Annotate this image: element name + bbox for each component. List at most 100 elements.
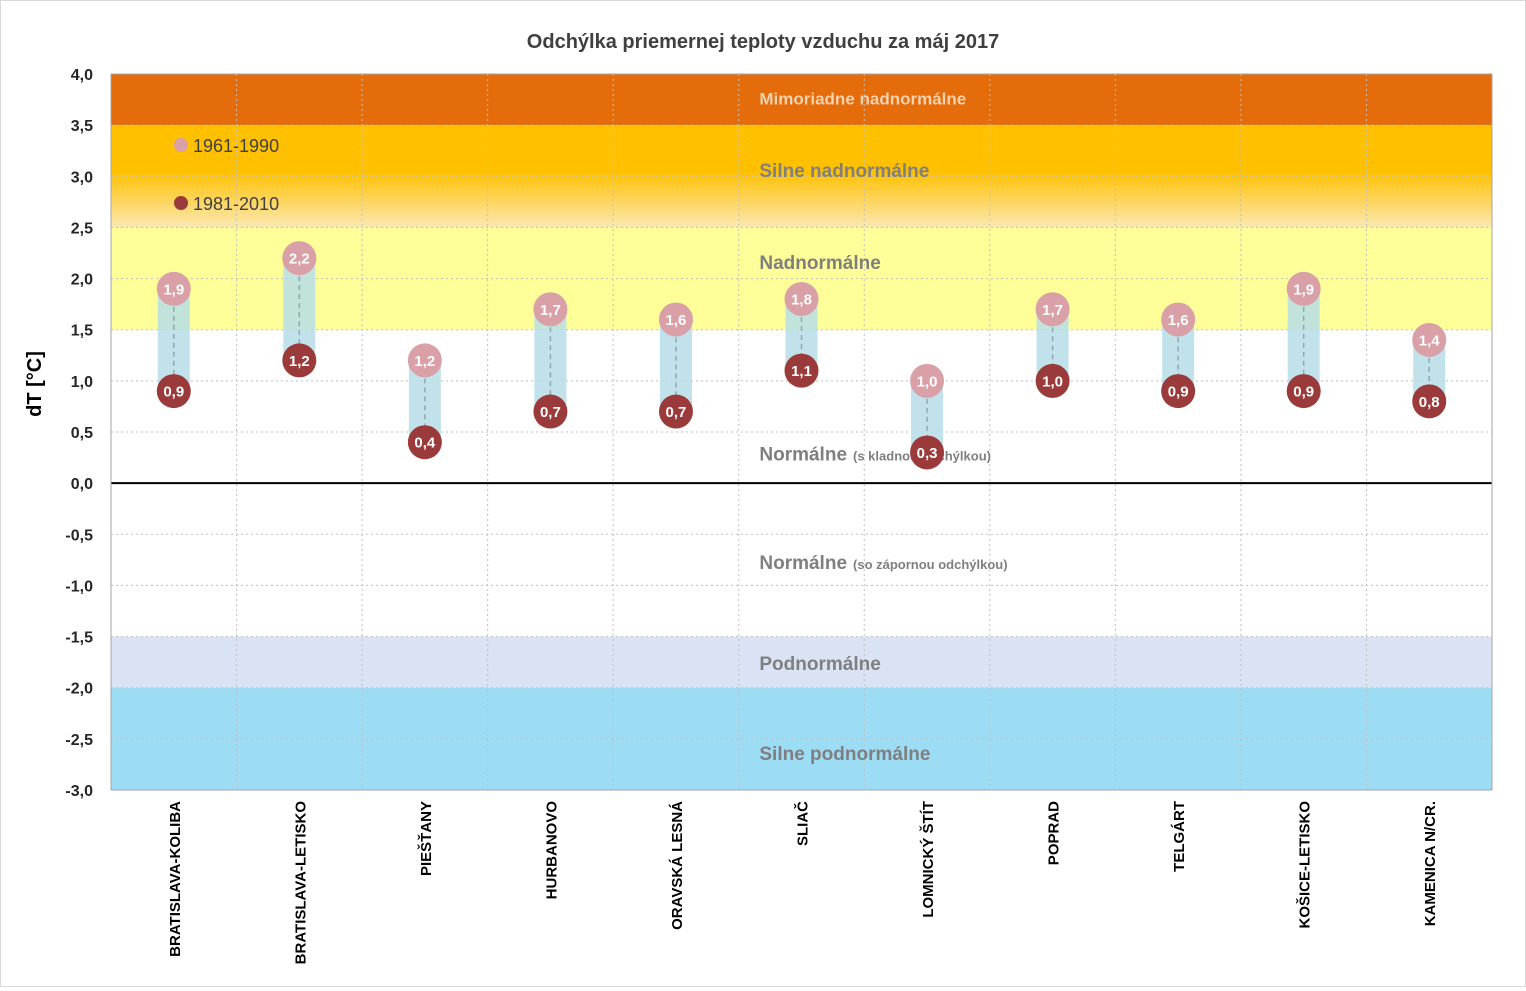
point-label: 1,6	[1168, 312, 1189, 329]
chart-title: Odchýlka priemernej teploty vzduchu za m…	[527, 31, 999, 53]
point-label: 1,7	[540, 302, 561, 319]
point-label: 0,9	[1293, 384, 1314, 401]
zone-band	[111, 74, 1492, 126]
zone-label: Mimoriadne nadnormálne	[759, 90, 966, 109]
y-tick-label: 3,5	[71, 118, 93, 135]
point-label: 1,0	[917, 373, 938, 390]
point-1981-2010	[910, 435, 945, 470]
x-category-label: TELGÁRT	[1171, 801, 1188, 872]
point-1981-2010	[407, 425, 442, 460]
zone-label: Podnormálne	[759, 654, 880, 675]
point-label: 0,9	[163, 384, 184, 401]
y-tick-label: -1,5	[65, 630, 93, 647]
x-category-label: POPRAD	[1046, 801, 1063, 865]
x-axis-categories: BRATISLAVA-KOLIBA BRATISLAVA-LETISKO PIEŠŤ…	[167, 801, 1439, 965]
zone-label-name: Normálne	[759, 553, 847, 574]
point-label: 1,4	[1419, 332, 1441, 349]
point-label: 1,7	[1042, 302, 1063, 319]
zone-label-name: Silne nadnormálne	[759, 161, 929, 182]
zone-label-name: Normálne	[759, 445, 847, 466]
y-axis-label: dT [°C]	[24, 351, 46, 417]
x-category-label: KOŠICE-LETISKO	[1296, 801, 1314, 929]
point-label: 1,6	[666, 312, 687, 329]
zone-label: Nadnormálne	[759, 253, 880, 274]
point-label: 1,1	[791, 363, 812, 380]
y-tick-label: 1,0	[71, 374, 93, 391]
y-tick-label: 2,5	[71, 220, 93, 237]
zone-label-name: Podnormálne	[759, 654, 880, 675]
x-category-label: LOMNICKÝ ŠTÍT	[919, 801, 937, 918]
point-1981-2010	[1412, 384, 1447, 419]
point-1961-1990	[658, 302, 693, 337]
data-points: 1,9 2,2 1,2 1,7 1,6 1,8 1,0 1,7 1,6 1,9 1,4 0,9 1,2 0…	[156, 241, 1447, 470]
legend-marker	[174, 196, 188, 210]
point-1961-1990	[1286, 271, 1321, 306]
y-tick-label: -2,0	[65, 681, 93, 698]
point-1961-1990	[407, 343, 442, 378]
point-1961-1990	[1412, 322, 1447, 357]
y-tick-label: -3,0	[65, 783, 93, 800]
y-tick-label: 0,5	[71, 425, 93, 442]
grid-lines	[110, 73, 1493, 791]
zone-band	[111, 483, 1492, 637]
point-label: 0,7	[666, 404, 687, 421]
zone-label: Silne nadnormálne	[759, 161, 929, 182]
point-1961-1990	[784, 282, 819, 317]
zone-label-name: Nadnormálne	[759, 253, 880, 274]
legend: 1961-1990 1981-2010	[174, 136, 279, 214]
point-1981-2010	[1286, 374, 1321, 409]
y-axis-ticks: 4,0 3,5 3,0 2,5 2,0 1,5 1,0 0,5 0,0 -0,5 -1,0 -1,5 -…	[65, 67, 93, 800]
x-category-label: BRATISLAVA-LETISKO	[292, 801, 309, 965]
x-category-label: HURBANOVO	[543, 801, 560, 900]
point-label: 1,2	[414, 353, 435, 370]
legend-entry: 1981-2010	[193, 194, 279, 214]
point-label: 2,2	[289, 251, 310, 268]
point-1961-1990	[533, 292, 568, 327]
point-1981-2010	[658, 394, 693, 429]
point-label: 0,3	[917, 445, 938, 462]
point-label: 0,7	[540, 404, 561, 421]
point-1981-2010	[1161, 374, 1196, 409]
x-category-label: SLIAČ	[794, 801, 812, 846]
y-tick-label: 2,0	[71, 272, 93, 289]
zone-label-name: Silne podnormálne	[759, 744, 930, 765]
zone-band	[111, 636, 1492, 688]
zone-label: Normálne (s kladnou odchýlkou)	[759, 445, 991, 466]
y-tick-label: -0,5	[65, 527, 93, 544]
point-1961-1990	[156, 271, 191, 306]
x-category-label: PIEŠŤANY	[417, 801, 435, 876]
x-category-label: KAMENICA N/CR.	[1422, 801, 1439, 926]
point-1961-1990	[1161, 302, 1196, 337]
zone-label: Silne podnormálne	[759, 744, 930, 765]
zone-label: Normálne (so zápornou odchýlkou)	[759, 553, 1007, 574]
point-label: 0,4	[414, 435, 436, 452]
point-1961-1990	[282, 241, 317, 276]
legend-marker	[174, 138, 188, 152]
point-label: 1,0	[1042, 373, 1063, 390]
zone-label-note: (so zápornou odchýlkou)	[853, 557, 1008, 572]
point-label: 0,9	[1168, 384, 1189, 401]
y-tick-label: -2,5	[65, 732, 93, 749]
point-1981-2010	[156, 374, 191, 409]
y-tick-label: 1,5	[71, 323, 93, 340]
point-label: 1,9	[1293, 281, 1314, 298]
point-label: 1,9	[163, 281, 184, 298]
legend-entry: 1961-1990	[193, 136, 279, 156]
y-tick-label: 3,0	[71, 169, 93, 186]
y-tick-label: 4,0	[71, 67, 93, 84]
point-1961-1990	[1035, 292, 1070, 327]
point-1981-2010	[282, 343, 317, 378]
point-1981-2010	[784, 353, 819, 388]
x-category-label: ORAVSKÁ LESNÁ	[669, 801, 686, 930]
point-1981-2010	[1035, 363, 1070, 398]
x-category-label: BRATISLAVA-KOLIBA	[167, 801, 184, 957]
point-label: 0,8	[1419, 394, 1440, 411]
plot-frame	[110, 73, 1493, 791]
point-1961-1990	[910, 363, 945, 398]
y-tick-label: 0,0	[71, 476, 93, 493]
point-label: 1,8	[791, 292, 812, 309]
point-1981-2010	[533, 394, 568, 429]
y-tick-label: -1,0	[65, 578, 93, 595]
